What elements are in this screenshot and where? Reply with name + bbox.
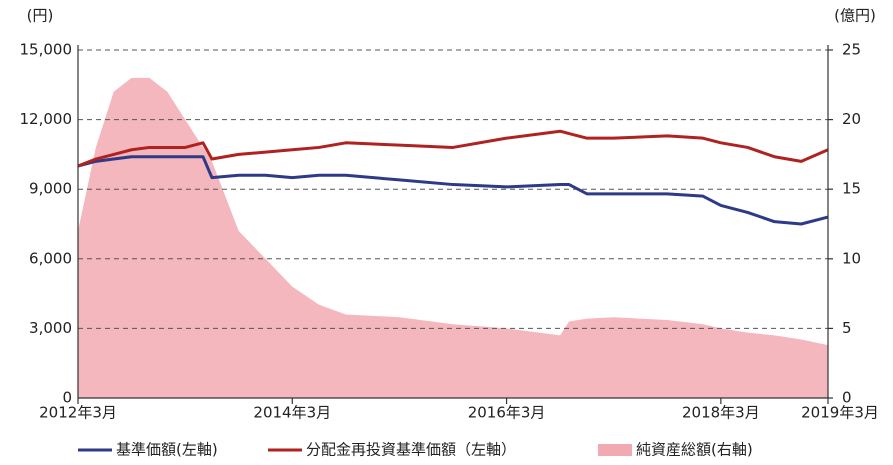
legend-swatch xyxy=(598,444,632,456)
x-tick-label: 2019年3月 xyxy=(801,404,879,422)
legend-label: 分配金再投資基準価額（左軸） xyxy=(306,441,516,459)
y-tick-label: 9,000 xyxy=(29,180,72,198)
line xyxy=(77,155,829,226)
y2-tick-label: 0 xyxy=(842,389,852,407)
legend-label: 純資産総額(右軸) xyxy=(636,441,753,459)
y2-unit: (億円) xyxy=(834,7,876,25)
x-tick-label: 2014年3月 xyxy=(253,404,331,422)
y-tick-label: 6,000 xyxy=(29,249,72,267)
area xyxy=(78,77,828,398)
line xyxy=(77,129,829,168)
y2-tick-label: 5 xyxy=(842,319,852,337)
legend-label: 基準価額(左軸) xyxy=(116,441,218,459)
y-tick-label: 12,000 xyxy=(20,110,73,128)
y2-tick-label: 25 xyxy=(842,41,861,59)
y2-tick-label: 15 xyxy=(842,180,861,198)
y2-tick-label: 10 xyxy=(842,249,861,267)
x-tick-label: 2012年3月 xyxy=(39,404,117,422)
y-tick-label: 15,000 xyxy=(20,41,73,59)
x-tick-label: 2018年3月 xyxy=(682,404,760,422)
x-tick-label: 2016年3月 xyxy=(468,404,546,422)
y2-tick-label: 20 xyxy=(842,110,861,128)
y-unit: (円) xyxy=(27,7,54,25)
y-tick-label: 3,000 xyxy=(29,319,72,337)
y-tick-label: 0 xyxy=(62,389,72,407)
